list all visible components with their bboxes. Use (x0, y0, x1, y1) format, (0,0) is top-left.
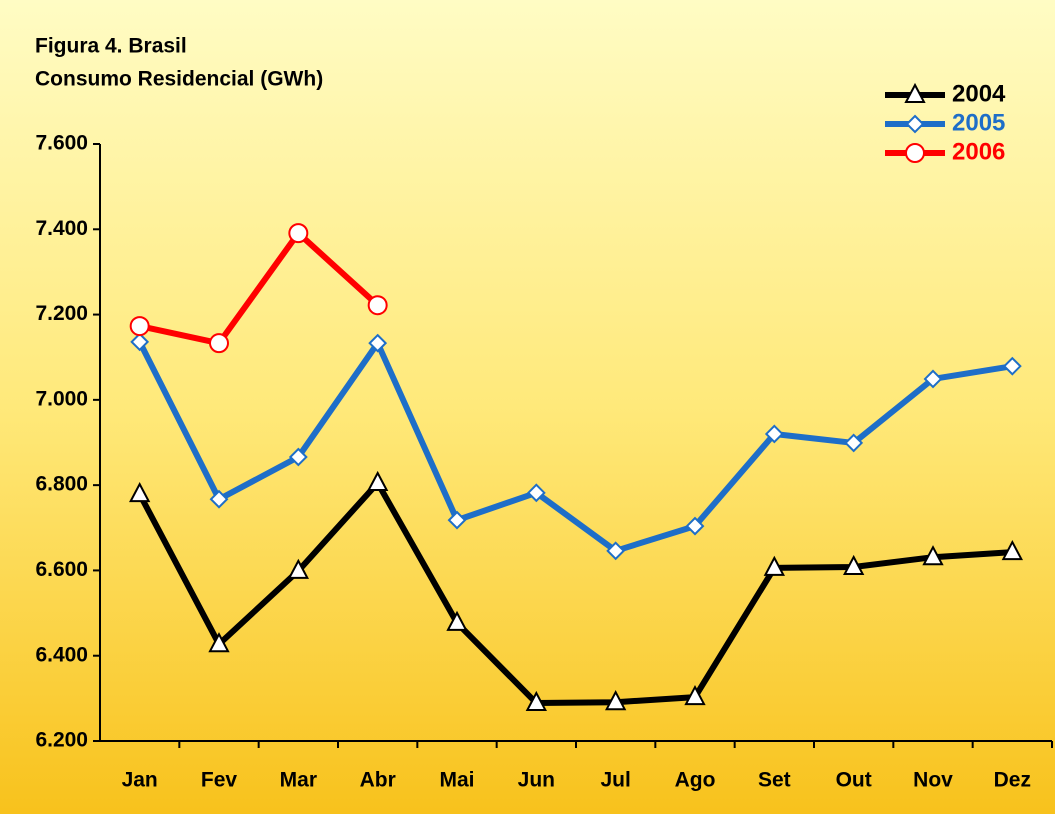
x-tick-label: Ago (675, 769, 716, 792)
data-point (763, 555, 785, 576)
series-line (139, 230, 380, 347)
data-point (606, 541, 626, 561)
legend-marker (905, 114, 925, 134)
chart-title: Figura 4. Brasil (35, 35, 187, 58)
data-point (130, 332, 150, 352)
data-point (526, 483, 546, 503)
x-tick-label: Set (758, 769, 791, 792)
data-point (288, 447, 308, 467)
x-tick-label: Mai (439, 769, 474, 792)
y-tick-label: 6.400 (35, 643, 88, 666)
data-point (288, 223, 309, 244)
x-tick-label: Mar (280, 769, 317, 792)
x-tick-label: Out (836, 769, 872, 792)
data-point (287, 558, 309, 579)
x-tick-label: Nov (913, 769, 953, 792)
data-point (368, 333, 388, 353)
chart-subtitle: Consumo Residencial (GWh) (35, 68, 323, 91)
data-point (129, 481, 151, 503)
legend-label: 2004 (952, 80, 1006, 107)
x-tick-label: Dez (994, 769, 1031, 792)
y-tick-label: 7.000 (35, 387, 88, 410)
x-tick-label: Jan (122, 769, 158, 792)
series-line (137, 480, 1013, 707)
data-point (923, 369, 943, 389)
data-point (922, 545, 944, 566)
data-point (367, 470, 389, 492)
data-point (525, 690, 547, 712)
x-tick-label: Jul (600, 769, 630, 792)
data-point (367, 295, 388, 316)
x-tick-label: Jun (518, 769, 555, 792)
legend-marker (904, 82, 926, 103)
data-point (446, 610, 468, 631)
y-tick-label: 7.400 (35, 217, 88, 240)
x-tick-label: Abr (360, 769, 396, 792)
data-point (208, 632, 230, 653)
legend-label: 2006 (952, 138, 1005, 165)
data-point (129, 316, 150, 337)
data-point (209, 333, 229, 354)
y-tick-label: 6.800 (35, 473, 88, 496)
data-point (843, 554, 865, 576)
data-point (685, 516, 705, 536)
series-line (136, 340, 1013, 554)
data-point (844, 433, 864, 453)
data-point (1001, 539, 1023, 561)
data-point (764, 424, 784, 444)
y-tick-label: 7.600 (35, 132, 88, 155)
y-tick-label: 6.600 (35, 558, 88, 581)
data-point (447, 510, 467, 530)
y-tick-label: 7.200 (35, 302, 88, 325)
legend-marker (905, 143, 925, 163)
data-point (1002, 356, 1022, 376)
y-tick-label: 6.200 (35, 729, 88, 752)
data-point (684, 684, 706, 706)
data-point (605, 690, 627, 711)
data-point (209, 489, 229, 509)
legend-label: 2005 (952, 109, 1005, 136)
x-tick-label: Fev (201, 769, 238, 792)
